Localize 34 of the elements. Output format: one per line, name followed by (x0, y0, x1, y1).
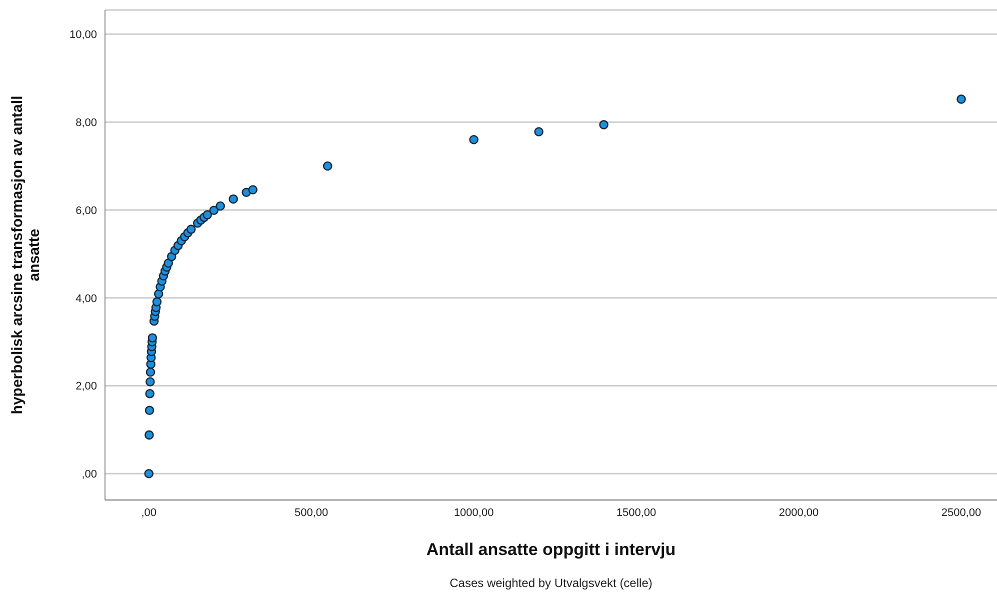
y-axis-title: hyperbolisk arcsine transformasjon av antall ansatte (9, 96, 43, 414)
x-tick-label: 2500,00 (941, 506, 982, 519)
point (216, 201, 226, 211)
point (144, 406, 154, 415)
point (248, 185, 258, 194)
point (145, 389, 154, 398)
x-axis-title: Antall ansatte oppgitt i intervju (425, 540, 677, 560)
point (322, 161, 332, 171)
point (152, 297, 162, 306)
point (186, 224, 196, 234)
y-tick-label: 8,00 (76, 116, 97, 129)
point (956, 94, 966, 104)
text: Cases weighted by Utvalgsvekt (celle) (448, 576, 654, 590)
y-tick-label: ,00 (82, 468, 97, 481)
point (534, 127, 544, 136)
x-tick-label: 500,00 (294, 506, 328, 519)
point (144, 430, 154, 440)
point (469, 134, 478, 144)
point (202, 210, 212, 220)
point (228, 194, 238, 204)
x-tick-label: 1000,00 (454, 506, 494, 519)
point (146, 377, 155, 386)
x-tick-label: 1500,00 (616, 506, 656, 519)
x-tick-label: 2000,00 (778, 506, 819, 519)
point (599, 120, 608, 130)
point (148, 333, 158, 342)
point (144, 468, 154, 478)
x-tick-label: ,00 (141, 506, 157, 519)
point (146, 367, 156, 377)
point (209, 206, 219, 216)
y-tick-label: 2,00 (76, 380, 97, 393)
y-tick-label: 10,00 (69, 29, 97, 42)
y-tick-label: 6,00 (76, 204, 97, 217)
y-tick-label: 4,00 (76, 292, 97, 305)
